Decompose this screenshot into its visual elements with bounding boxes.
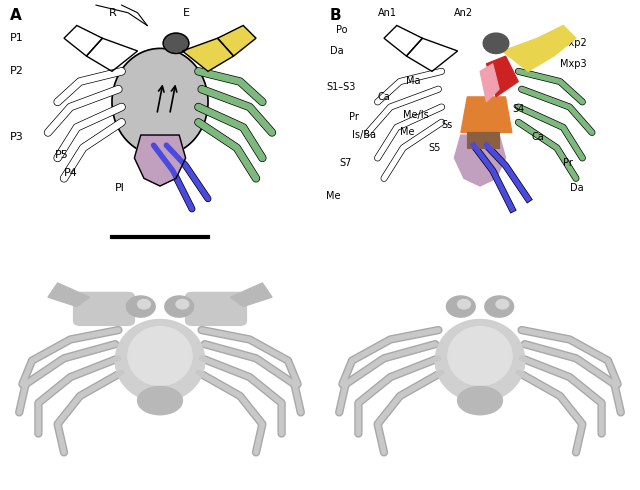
Text: Pr: Pr — [349, 112, 358, 122]
FancyBboxPatch shape — [186, 293, 246, 325]
Ellipse shape — [128, 326, 192, 385]
Text: Me: Me — [400, 127, 415, 137]
Circle shape — [176, 299, 189, 309]
Text: S1–S3: S1–S3 — [326, 81, 356, 92]
Text: S7: S7 — [339, 158, 351, 168]
Polygon shape — [486, 56, 518, 97]
Ellipse shape — [138, 387, 182, 415]
Text: Po: Po — [336, 25, 348, 35]
Text: Ca: Ca — [378, 92, 390, 102]
Circle shape — [127, 296, 156, 317]
Circle shape — [483, 33, 509, 53]
Ellipse shape — [435, 319, 525, 402]
Text: Ss: Ss — [442, 120, 453, 130]
Text: B: B — [330, 8, 341, 23]
Text: Da: Da — [570, 183, 583, 194]
Text: Mxp3: Mxp3 — [560, 59, 587, 69]
Text: P4: P4 — [64, 168, 78, 178]
Text: Is/Ba: Is/Ba — [352, 130, 376, 140]
Polygon shape — [461, 97, 512, 132]
Text: Ma: Ma — [406, 76, 421, 86]
Ellipse shape — [112, 49, 208, 155]
Circle shape — [485, 296, 514, 317]
Circle shape — [138, 299, 150, 309]
Text: A: A — [10, 8, 21, 23]
Polygon shape — [230, 283, 272, 307]
Polygon shape — [182, 38, 234, 72]
Text: P1: P1 — [10, 33, 23, 43]
Text: Pr: Pr — [563, 158, 573, 168]
Text: D: D — [330, 262, 342, 277]
Circle shape — [447, 296, 476, 317]
Text: Mxp2: Mxp2 — [560, 38, 587, 48]
Text: An1: An1 — [378, 8, 397, 18]
Circle shape — [496, 299, 509, 309]
Text: Da: Da — [330, 46, 343, 56]
Polygon shape — [48, 283, 90, 307]
Polygon shape — [454, 135, 506, 186]
Polygon shape — [538, 25, 576, 56]
Text: E: E — [182, 8, 189, 18]
Text: P2: P2 — [10, 66, 24, 76]
Text: Me/Is: Me/Is — [403, 110, 429, 120]
Ellipse shape — [115, 319, 205, 402]
Ellipse shape — [458, 387, 502, 415]
Polygon shape — [480, 64, 499, 102]
Text: C: C — [10, 262, 20, 277]
Polygon shape — [502, 38, 554, 72]
Circle shape — [458, 299, 470, 309]
Text: An2: An2 — [454, 8, 474, 18]
Text: R: R — [109, 8, 116, 18]
Circle shape — [163, 33, 189, 53]
Text: P5: P5 — [54, 150, 68, 160]
Text: Pl: Pl — [115, 183, 125, 194]
Polygon shape — [218, 25, 256, 56]
Polygon shape — [134, 135, 186, 186]
Circle shape — [165, 296, 194, 317]
Polygon shape — [467, 132, 499, 148]
Ellipse shape — [432, 49, 528, 155]
FancyBboxPatch shape — [74, 293, 134, 325]
Text: P3: P3 — [10, 132, 23, 143]
Text: S4: S4 — [512, 104, 524, 115]
Text: S5: S5 — [429, 143, 441, 153]
Text: Ca: Ca — [531, 132, 544, 143]
Ellipse shape — [448, 326, 512, 385]
Text: Me: Me — [326, 191, 341, 201]
